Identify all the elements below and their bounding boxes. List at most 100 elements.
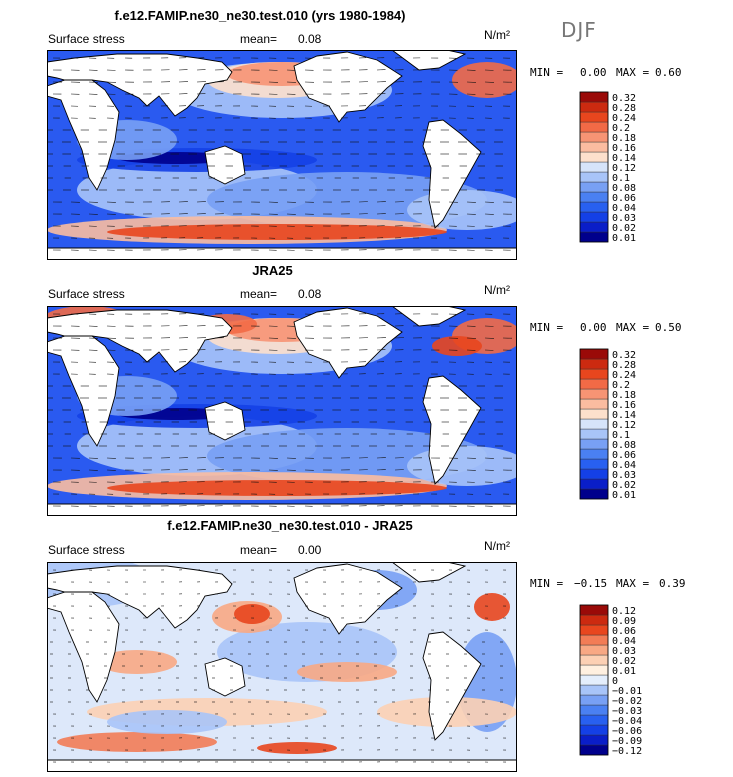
colorbar-tick-label: 0.1 [612,430,630,441]
colorbar-swatch [579,211,609,223]
colorbar-tick-label: 0.2 [612,380,630,391]
colorbar-tick-label: 0.14 [612,410,636,421]
colorbar-swatch [579,634,609,646]
colorbar-swatch [579,151,609,163]
landmass [293,563,403,635]
season-label: DJF [561,18,597,42]
landmass [293,51,403,123]
panel-1-min-value: 0.00 [580,66,607,79]
panel-1-max-value: 0.60 [655,66,682,79]
colorbar-swatch [579,368,609,380]
colorbar-swatch [579,111,609,123]
colorbar-swatch [579,408,609,420]
colorbar-swatch [579,428,609,440]
colorbar-swatch [579,438,609,450]
colorbar-swatch [579,378,609,390]
colorbar-tick-label: 0.12 [612,606,636,617]
panel-2-title: JRA25 [252,263,293,278]
landmass [391,50,467,71]
colorbar-tick-label: 0.32 [612,350,636,361]
colorbar-swatch [579,624,609,636]
colorbar-tick-label: 0.18 [612,133,636,144]
colorbar-swatch [579,221,609,233]
panel-2-colorbar: 0.010.020.030.040.060.080.10.120.140.160… [579,348,636,501]
colorbar-tick-label: 0.09 [612,616,636,627]
panel-1-units: N/m² [484,28,510,42]
colorbar-swatch [579,644,609,656]
colorbar-tick-label: 0.12 [612,163,636,174]
colorbar-tick-label: 0.28 [612,360,636,371]
landmass [47,79,120,191]
colorbar-swatch [579,418,609,430]
panel-3-colorbar: −0.12−0.09−0.06−0.04−0.03−0.02−0.0100.01… [579,604,642,757]
panel-1-min-label: MIN = [530,66,564,79]
colorbar-swatch [579,231,609,243]
colorbar-swatch [579,141,609,153]
colorbar-swatch [579,478,609,490]
colorbar-tick-label: −0.03 [612,706,642,717]
colorbar-tick-label: −0.02 [612,696,642,707]
landmass [47,335,120,447]
colorbar-tick-label: 0.32 [612,93,636,104]
colorbar-tick-label: 0.01 [612,490,636,501]
colorbar-tick-label: 0.03 [612,646,636,657]
colorbar-tick-label: 0 [612,676,618,687]
colorbar-swatch [579,388,609,400]
colorbar-tick-label: 0.28 [612,103,636,114]
colorbar-swatch [579,191,609,203]
colorbar-swatch [579,684,609,696]
panel-2-map [47,306,517,516]
colorbar-tick-label: 0.04 [612,460,636,471]
colorbar-swatch [579,694,609,706]
colorbar-swatch [579,398,609,410]
colorbar-tick-label: 0.02 [612,223,636,234]
colorbar-swatch [579,664,609,676]
colorbar-tick-label: 0.24 [612,113,636,124]
landmass [47,759,517,772]
colorbar-tick-label: 0.03 [612,213,636,224]
panel-1-mean-value: 0.08 [298,32,322,46]
landmass [293,307,403,379]
panel-2-min-label: MIN = [530,321,564,334]
panel-3-units: N/m² [484,539,510,553]
panel-2-max-label: MAX = [616,321,650,334]
panel-3-variable-label: Surface stress [48,543,125,557]
panel-3-max-label: MAX = [616,577,650,590]
colorbar-tick-label: −0.01 [612,686,642,697]
colorbar-tick-label: 0.02 [612,656,636,667]
colorbar-tick-label: 0.08 [612,183,636,194]
panel-1-variable-label: Surface stress [48,32,125,46]
colorbar-tick-label: −0.12 [612,746,642,757]
colorbar-tick-label: 0.2 [612,123,630,134]
colorbar-tick-label: 0.1 [612,173,630,184]
colorbar-tick-label: 0.16 [612,400,636,411]
panel-1-colorbar: 0.010.020.030.040.060.080.10.120.140.160… [579,91,636,244]
colorbar-swatch [579,171,609,183]
colorbar-swatch [579,674,609,686]
landmass [391,562,467,583]
landmass [47,591,120,703]
colorbar-tick-label: 0.12 [612,420,636,431]
panel-3-min-label: MIN = [530,577,564,590]
colorbar-swatch [579,654,609,666]
colorbar-swatch [579,101,609,113]
colorbar-tick-label: 0.24 [612,370,636,381]
colorbar-swatch [579,488,609,500]
colorbar-swatch [579,714,609,726]
colorbar-tick-label: 0.06 [612,626,636,637]
colorbar-swatch [579,604,609,616]
colorbar-tick-label: 0.06 [612,193,636,204]
panel-3-map [47,562,517,772]
colorbar-swatch [579,131,609,143]
colorbar-tick-label: 0.06 [612,450,636,461]
colorbar-swatch [579,91,609,103]
colorbar-swatch [579,744,609,756]
colorbar-swatch [579,161,609,173]
panel-3-title: f.e12.FAMIP.ne30_ne30.test.010 - JRA25 [167,518,413,533]
panel-1-max-label: MAX = [616,66,650,79]
colorbar-swatch [579,448,609,460]
landmass [47,503,517,516]
panel-2-variable-label: Surface stress [48,287,125,301]
colorbar-tick-label: 0.01 [612,666,636,677]
landmass [422,119,482,229]
